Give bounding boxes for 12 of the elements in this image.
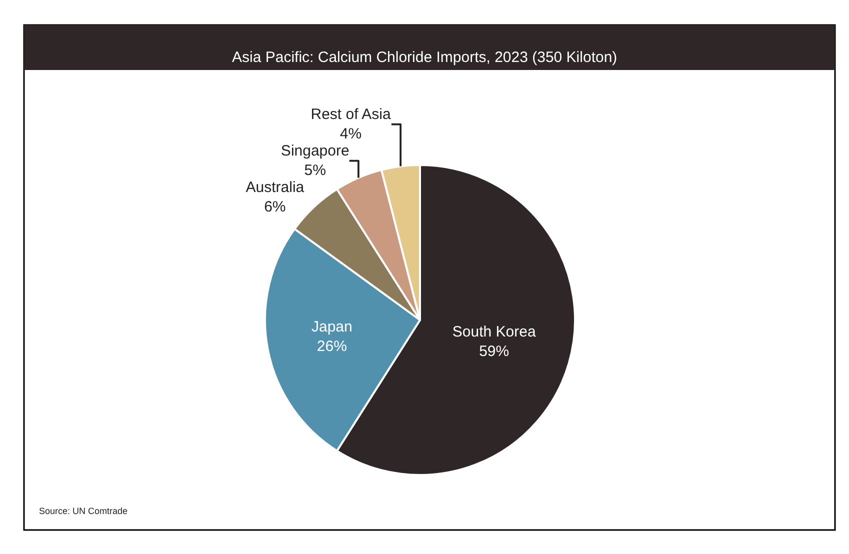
data-label: 6%	[264, 198, 286, 216]
data-label: 4%	[340, 126, 362, 143]
slice-label: Rest of Asia	[310, 106, 392, 124]
slice-label: Singapore	[280, 142, 350, 160]
slice-label: Australia	[246, 179, 305, 196]
slice-label: South Korea	[452, 323, 536, 340]
slice-label: Japan	[312, 318, 352, 336]
data-label: 59%	[479, 342, 510, 360]
data-label: 5%	[304, 162, 326, 180]
chart-title: Asia Pacific: Calcium Chloride Imports, 2023 (350 Kiloton)	[232, 49, 618, 66]
data-label: 26%	[316, 338, 347, 356]
source-note: Source: UN Comtrade	[39, 506, 128, 516]
